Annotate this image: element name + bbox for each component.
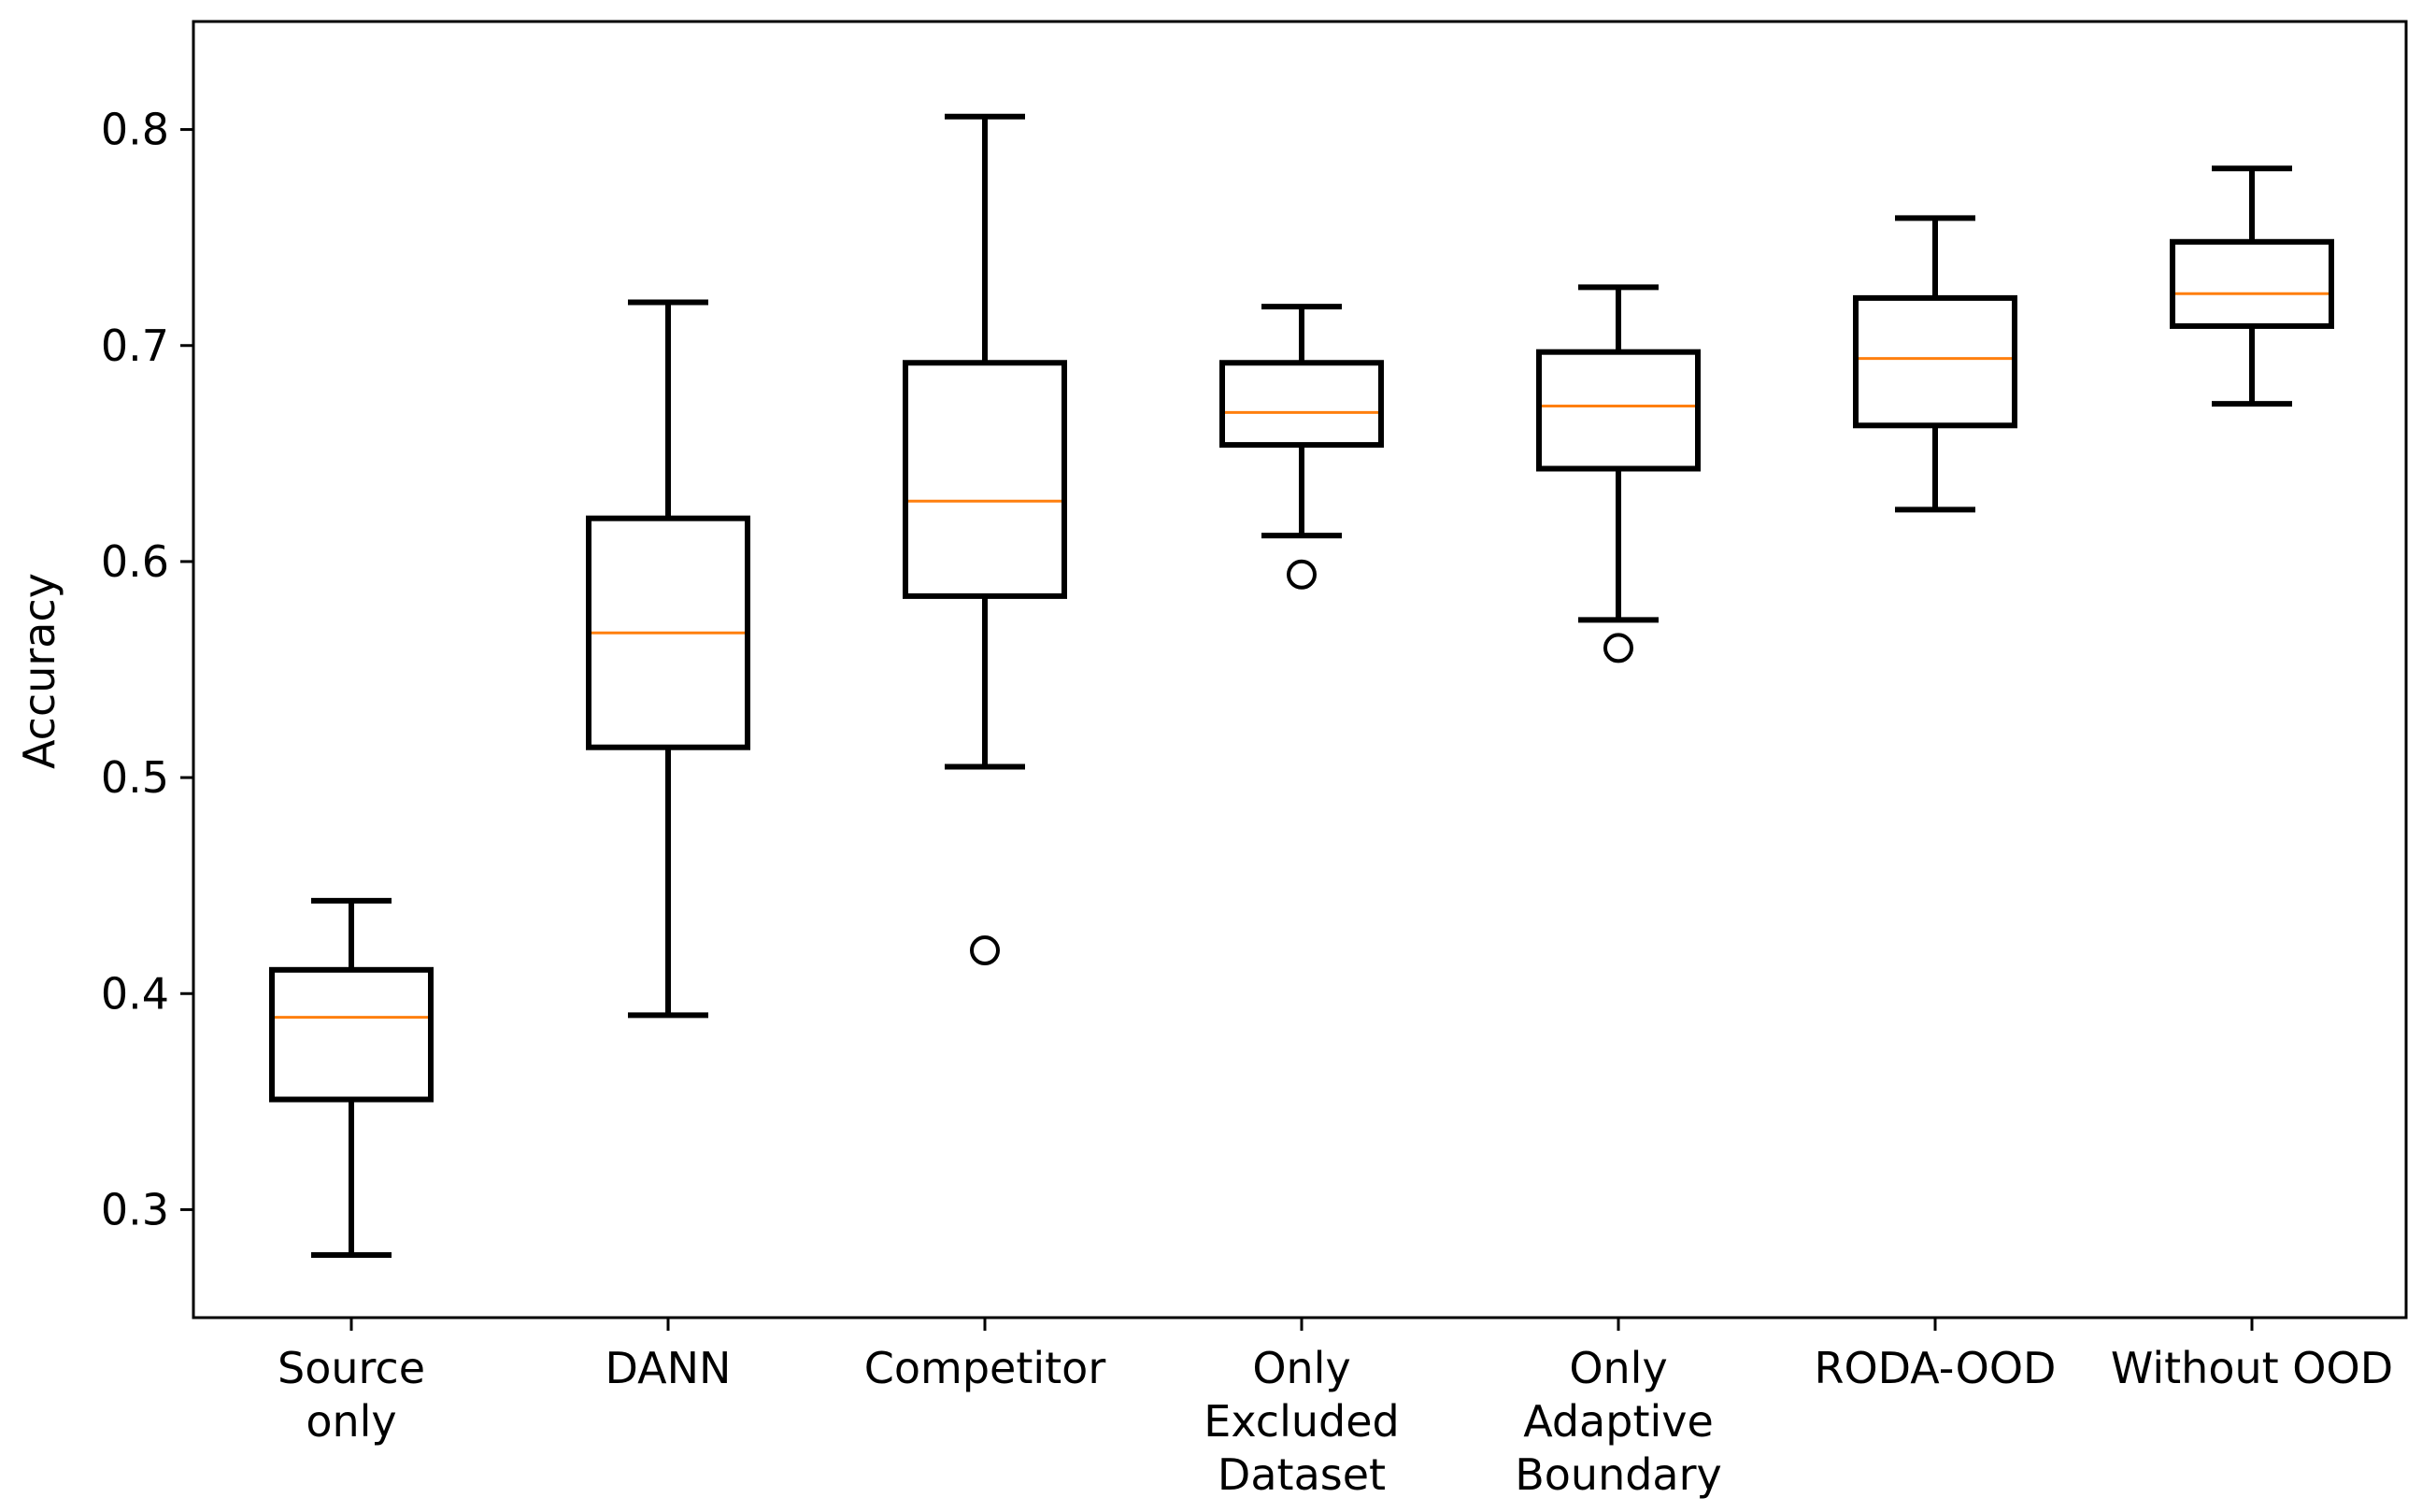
boxes-layer [269,113,2334,1258]
box-group [269,897,434,1258]
y-tick-label: 0.4 [101,968,169,1019]
outlier-point [1287,559,1317,590]
x-tick-label: Only Adaptive Boundary [1515,1343,1722,1500]
box-group [2170,165,2334,407]
x-tick-label-line: Without OOD [2111,1343,2393,1393]
y-tick-label: 0.5 [101,752,169,803]
box-group [1219,304,1384,590]
iqr-box [269,966,434,1103]
x-tick-label-line: Competitor [864,1343,1106,1393]
y-tick-label: 0.7 [101,321,169,371]
iqr-box [903,360,1067,599]
y-axis: 0.3 0.4 0.5 0.6 0.7 0.8 [101,105,193,1234]
y-axis-label: Accuracy [14,573,64,769]
iqr-box [1536,349,1701,472]
x-tick-label: RODA-OOD [1815,1343,2057,1393]
x-tick-label-line: Dataset [1218,1449,1386,1500]
iqr-box [1853,294,2017,429]
x-tick-label-line: Only [1252,1343,1350,1393]
iqr-box [1219,360,1384,449]
y-tick-label: 0.3 [101,1184,169,1234]
iqr-box [586,515,750,750]
x-tick-label: DANN [606,1343,732,1393]
x-tick-label-line: DANN [606,1343,732,1393]
x-tick-label: Competitor [864,1343,1106,1393]
box-group [1853,215,2017,513]
x-tick-label: Without OOD [2111,1343,2393,1393]
plot-frame [192,20,2408,1319]
x-tick-label-line: Source [278,1343,425,1393]
x-tick-label-line: Only [1569,1343,1667,1393]
x-tick-label-line: Adaptive [1523,1396,1714,1447]
y-tick-label: 0.6 [101,536,169,587]
x-tick-label: Only Excluded Dataset [1204,1343,1399,1500]
y-tick-label: 0.8 [101,105,169,155]
outlier-point [1603,633,1633,663]
x-tick-label: Source only [278,1343,425,1447]
outlier-point [970,935,1000,966]
x-tick-label-line: only [306,1396,396,1447]
box-group [903,113,1067,966]
box-group [586,299,750,1019]
x-tick-label-line: RODA-OOD [1815,1343,2057,1393]
box-group [1536,284,1701,663]
iqr-box [2170,238,2334,329]
x-tick-label-line: Excluded [1204,1396,1399,1447]
x-tick-label-line: Boundary [1515,1449,1722,1500]
